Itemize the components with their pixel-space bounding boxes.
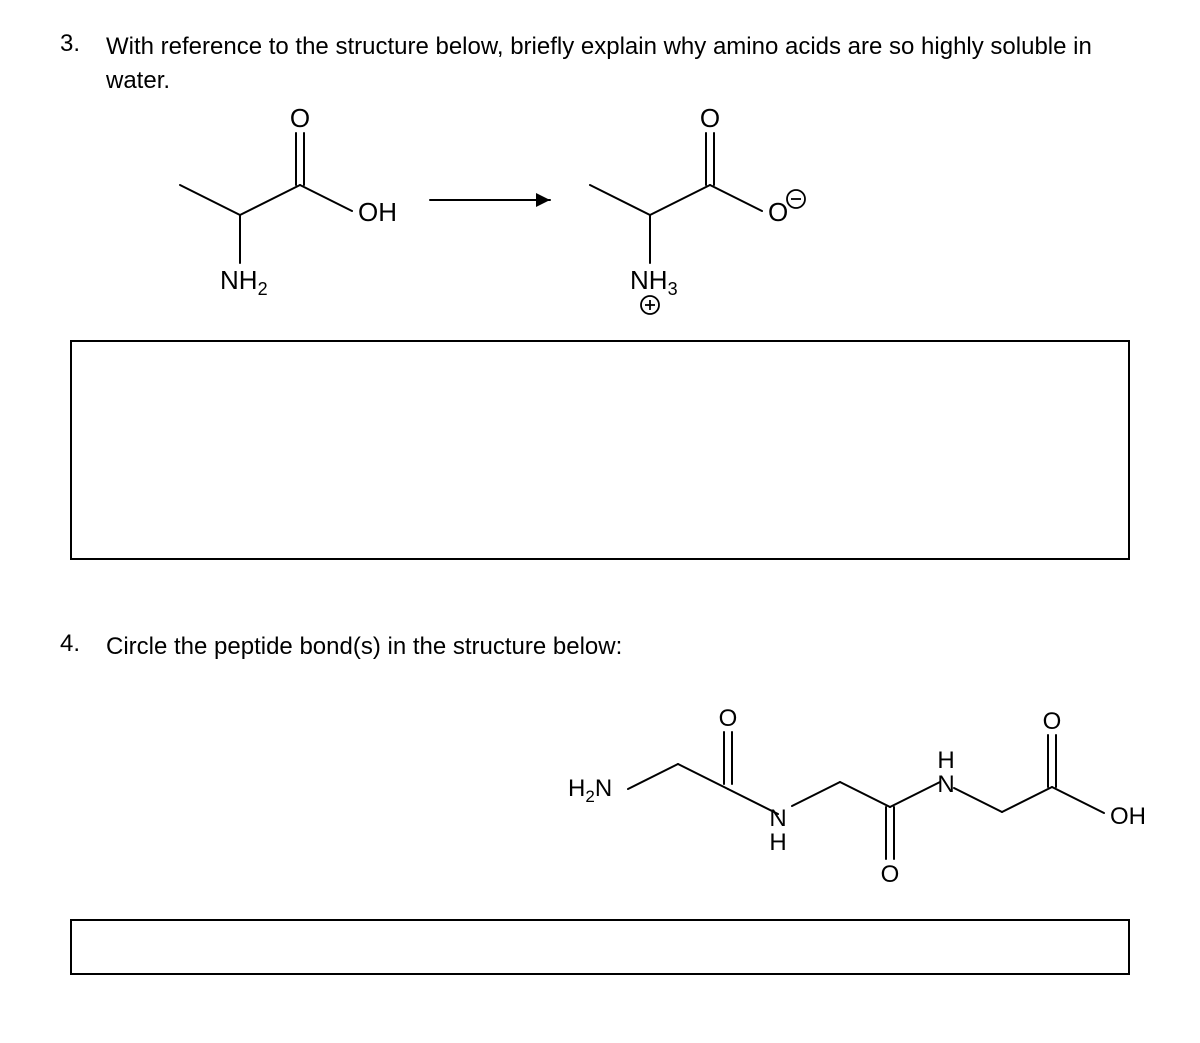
svg-text:O: O [290,105,310,133]
label-h2: H [937,747,954,774]
question-text: With reference to the structure below, b… [106,30,1140,97]
page: 3. With reference to the structure below… [0,0,1200,1005]
question-text: Circle the peptide bond(s) in the struct… [106,630,622,664]
question-number: 3. [60,30,90,58]
label-nh3: NH3 [630,265,678,299]
svg-text:O: O [1043,708,1062,735]
question-3: 3. With reference to the structure below… [60,30,1140,97]
q4-diagram: O O [560,674,1140,899]
label-oh2: OH [1110,803,1146,830]
zwitterion-svg: O O OH NH2 O [120,105,820,315]
tripeptide-svg: O O [560,674,1200,894]
label-nh2: NH2 [220,265,268,299]
q3-diagram: O O OH NH2 O [120,105,1140,320]
label-h1: H [769,829,786,856]
label-n1: N [769,805,786,832]
svg-text:O: O [700,105,720,133]
label-h2n: H2N [568,775,612,806]
question-number: 4. [60,630,90,658]
svg-text:O: O [881,861,900,888]
label-o-minus: O [768,197,788,227]
svg-text:O: O [719,705,738,732]
q4-answer-box[interactable] [70,919,1130,975]
q3-answer-box[interactable] [70,340,1130,560]
question-4: 4. Circle the peptide bond(s) in the str… [60,630,1140,664]
label-oh: OH [358,197,397,227]
label-n2: N [937,771,954,798]
